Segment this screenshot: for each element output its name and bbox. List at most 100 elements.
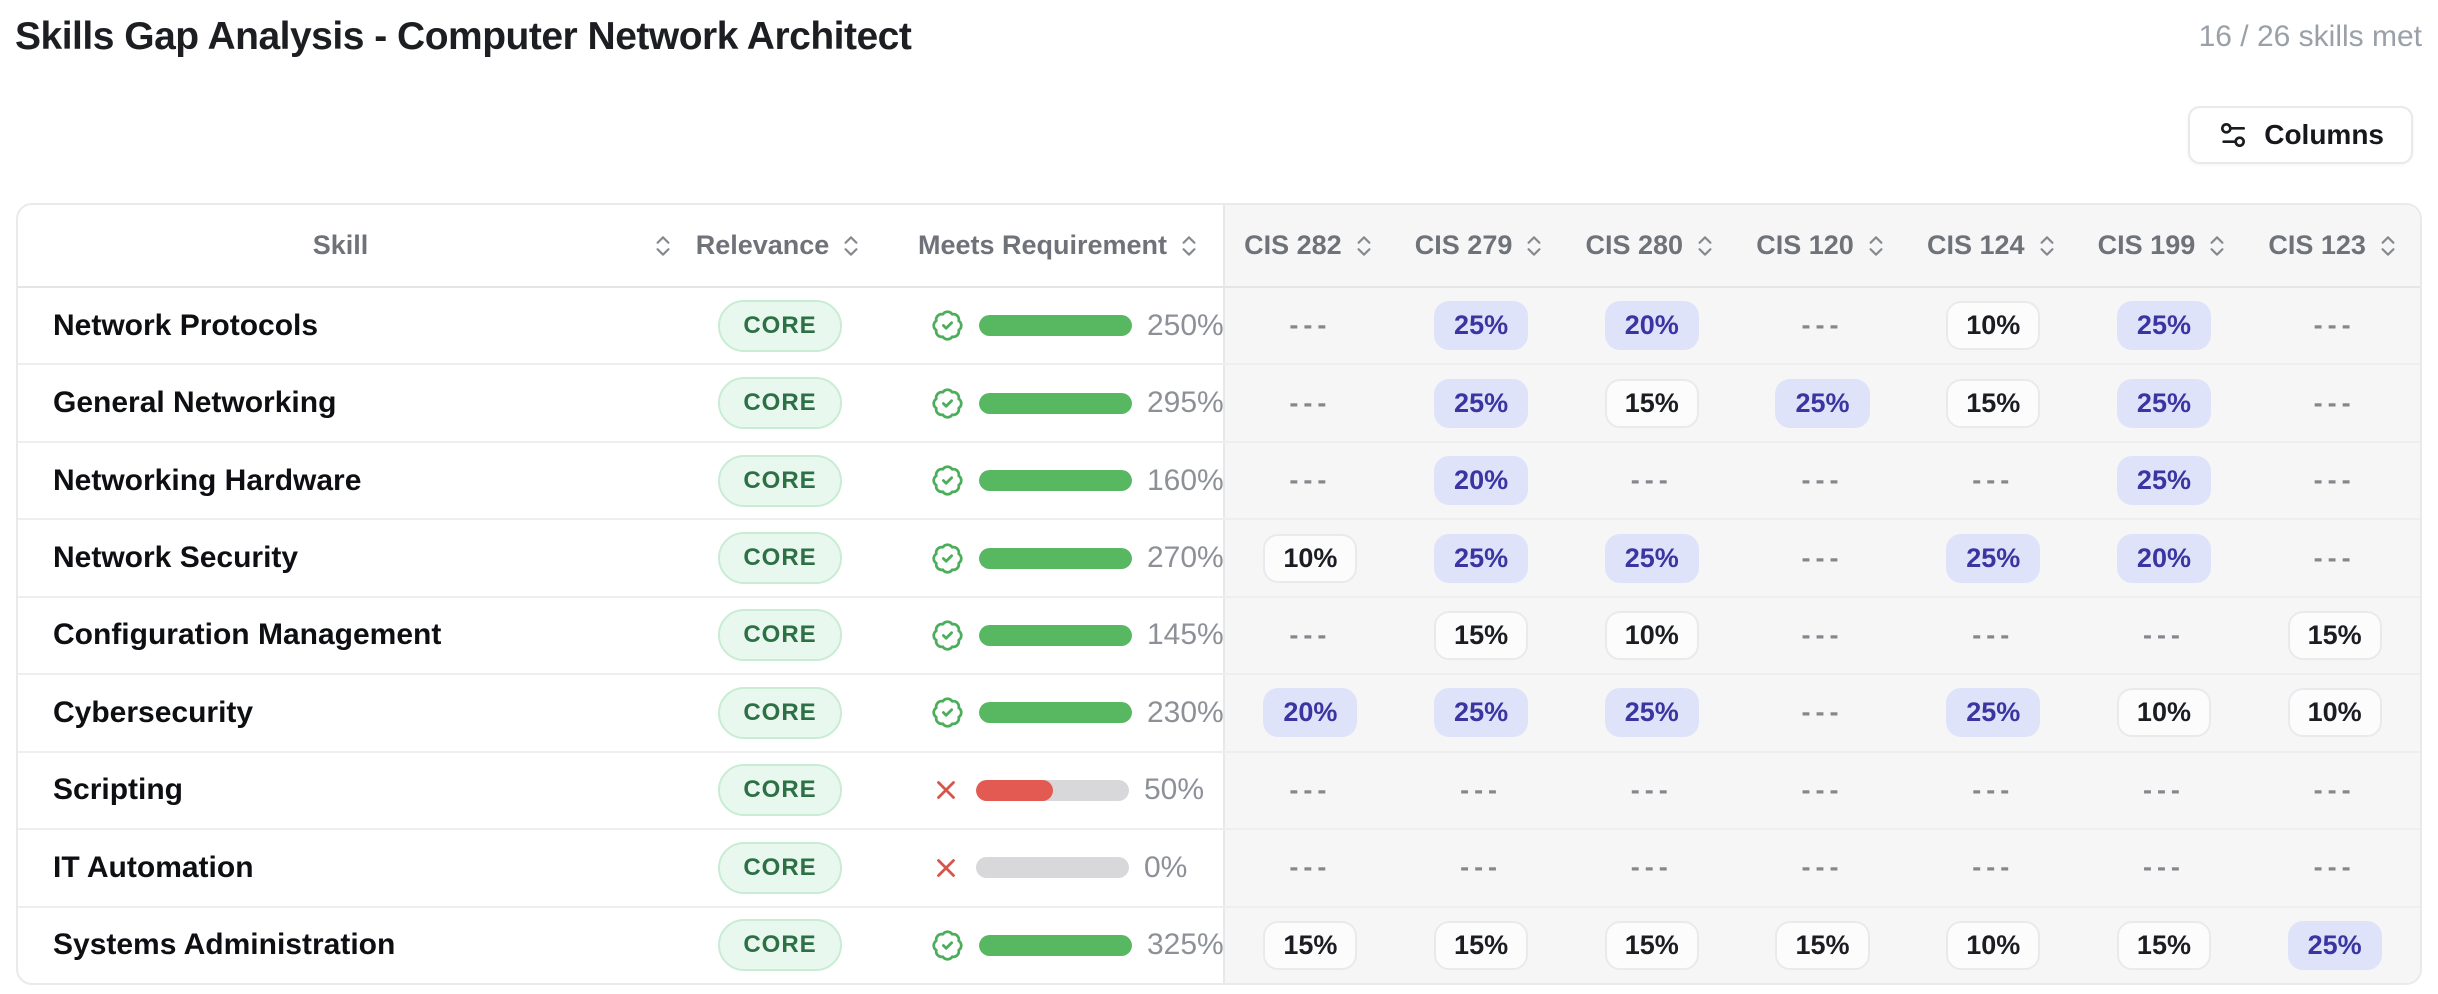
- course-cell: 25%: [1907, 675, 2079, 751]
- course-cell: ---: [1737, 830, 1908, 906]
- course-cell: ---: [1223, 288, 1396, 364]
- course-cell: 10%: [1566, 597, 1738, 674]
- column-header-cis-199[interactable]: CIS 199: [2078, 205, 2250, 286]
- course-cell: 25%: [2078, 365, 2250, 441]
- column-header-cis-282[interactable]: CIS 282: [1223, 205, 1396, 286]
- course-cell: 20%: [1223, 675, 1396, 751]
- progress-fill: [979, 315, 1132, 337]
- course-cell: ---: [1566, 442, 1738, 519]
- sort-icon[interactable]: [1521, 233, 1547, 259]
- relevance-badge: CORE: [718, 686, 842, 739]
- progress-percent-label: 145%: [1147, 618, 1224, 652]
- column-header-cis-124[interactable]: CIS 124: [1907, 205, 2079, 286]
- sort-icon[interactable]: [650, 233, 676, 259]
- column-label: Meets Requirement: [917, 230, 1168, 260]
- table-row-network-protocols: Network Protocols CORE 250% --- 25% 20% --- 10%…: [18, 288, 2420, 364]
- skill-cell: Configuration Management: [18, 598, 663, 673]
- relevance-cell: CORE: [663, 443, 897, 518]
- badge-check-icon: [931, 619, 964, 652]
- skills-table: Skill Relevance Meets Requirement CIS 282 CI…: [16, 203, 2422, 985]
- course-percent-pill: 25%: [2116, 301, 2211, 351]
- progress-bar: [976, 857, 1129, 879]
- course-cell: 10%: [2078, 675, 2250, 751]
- course-cell: 25%: [1395, 675, 1567, 751]
- course-percent-pill: 25%: [2287, 920, 2382, 970]
- progress-bar: [976, 779, 1129, 801]
- course-percent-pill: 15%: [1604, 920, 1699, 970]
- empty-value: ---: [1801, 310, 1844, 341]
- progress-percent-label: 230%: [1147, 695, 1224, 729]
- course-cell: ---: [1737, 675, 1908, 751]
- course-cell: ---: [1223, 365, 1396, 441]
- column-label: CIS 199: [2097, 230, 2196, 260]
- sort-icon[interactable]: [1351, 233, 1377, 259]
- progress-percent-label: 50%: [1144, 773, 1205, 807]
- relevance-badge: CORE: [718, 454, 842, 507]
- course-percent-pill: 25%: [1604, 533, 1699, 583]
- column-header-cis-120[interactable]: CIS 120: [1737, 205, 1908, 286]
- table-row-systems-administration: Systems Administration CORE 325% 15% 15% 15% 1…: [18, 905, 2420, 983]
- course-cell: 10%: [1907, 288, 2079, 364]
- course-percent-pill: 10%: [1604, 610, 1699, 660]
- course-cell: ---: [1223, 442, 1396, 519]
- sort-icon[interactable]: [1692, 233, 1718, 259]
- course-cell: ---: [1907, 442, 2079, 519]
- relevance-cell: CORE: [663, 830, 897, 905]
- column-header-skill[interactable]: Skill: [18, 205, 670, 286]
- badge-check-icon: [931, 696, 964, 729]
- page-header: Skills Gap Analysis - Computer Network A…: [15, 14, 2422, 61]
- course-cell: ---: [1223, 830, 1396, 906]
- course-cell: ---: [1737, 752, 1908, 829]
- skill-name: Cybersecurity: [53, 695, 254, 729]
- sort-icon[interactable]: [2204, 233, 2230, 259]
- relevance-cell: CORE: [663, 598, 897, 673]
- course-cell: ---: [1566, 752, 1738, 829]
- meets-requirement-cell: 295%: [897, 365, 1224, 440]
- empty-value: ---: [1289, 387, 1332, 418]
- progress-percent-label: 325%: [1147, 928, 1224, 962]
- progress-bar: [979, 624, 1132, 646]
- column-header-cis-279[interactable]: CIS 279: [1395, 205, 1567, 286]
- meets-requirement-cell: 325%: [897, 908, 1224, 983]
- course-cell: 15%: [1395, 597, 1567, 674]
- column-header-relevance[interactable]: Relevance: [663, 205, 897, 286]
- course-cell: ---: [2249, 752, 2420, 829]
- course-cell: ---: [1395, 830, 1567, 906]
- meets-requirement-cell: 160%: [897, 443, 1224, 518]
- empty-value: ---: [1801, 619, 1844, 650]
- column-header-cis-280[interactable]: CIS 280: [1566, 205, 1738, 286]
- sort-icon[interactable]: [1176, 233, 1202, 259]
- course-cell: 20%: [2078, 520, 2250, 596]
- skill-name: Network Protocols: [53, 308, 319, 342]
- skill-name: General Networking: [53, 386, 337, 420]
- empty-value: ---: [1289, 310, 1332, 341]
- columns-button[interactable]: Columns: [2188, 106, 2413, 164]
- badge-check-icon: [931, 542, 964, 575]
- column-label: CIS 124: [1926, 230, 2025, 260]
- progress-bar: [979, 315, 1132, 337]
- column-label: Relevance: [695, 230, 830, 260]
- course-cell: ---: [2249, 365, 2420, 441]
- relevance-badge: CORE: [718, 377, 842, 430]
- table-body: Network Protocols CORE 250% --- 25% 20% --- 10%…: [18, 288, 2420, 983]
- sort-icon[interactable]: [2034, 233, 2060, 259]
- empty-value: ---: [2313, 465, 2356, 496]
- course-cell: 10%: [1907, 907, 2079, 983]
- badge-check-icon: [931, 929, 964, 962]
- column-header-cis-123[interactable]: CIS 123: [2249, 205, 2420, 286]
- table-row-networking-hardware: Networking Hardware CORE 160% --- 20% --- --- -…: [18, 440, 2420, 519]
- course-cell: ---: [1737, 597, 1908, 674]
- sort-icon[interactable]: [838, 233, 864, 259]
- page-title: Skills Gap Analysis - Computer Network A…: [15, 15, 912, 58]
- sort-icon[interactable]: [2375, 233, 2401, 259]
- meets-requirement-cell: 230%: [897, 675, 1224, 750]
- course-cell: 25%: [2078, 442, 2250, 519]
- sort-icon[interactable]: [1863, 233, 1889, 259]
- course-cell: ---: [1907, 752, 2079, 829]
- column-header-meets-requirement[interactable]: Meets Requirement: [897, 205, 1223, 286]
- progress-percent-label: 295%: [1147, 386, 1224, 420]
- course-cell: 15%: [1907, 365, 2079, 441]
- course-cell: 20%: [1566, 288, 1738, 364]
- relevance-cell: CORE: [663, 753, 897, 828]
